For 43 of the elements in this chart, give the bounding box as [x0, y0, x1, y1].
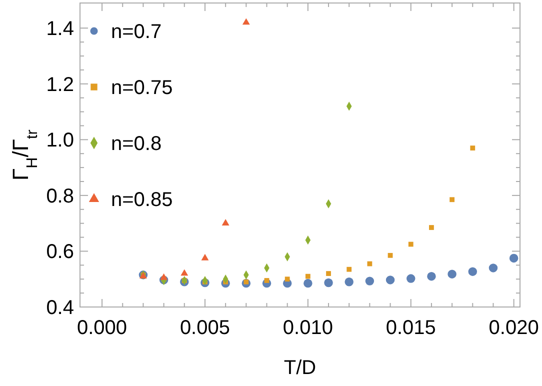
y-tick-label: 1.0	[46, 130, 74, 152]
legend-label: n=0.75	[111, 77, 173, 99]
legend-label: n=0.85	[111, 189, 173, 211]
point	[305, 274, 310, 279]
point	[324, 278, 333, 288]
point	[367, 261, 372, 266]
point	[406, 274, 416, 283]
point	[201, 254, 209, 260]
point	[365, 276, 374, 286]
x-tick-label: 0.015	[386, 317, 436, 339]
point	[160, 273, 168, 280]
y-tick-label: 0.4	[46, 297, 74, 319]
y-tick-label: 0.8	[46, 185, 74, 208]
point	[180, 269, 188, 276]
point	[448, 270, 456, 278]
point	[264, 278, 270, 283]
point	[242, 18, 250, 25]
x-tick-label: 0.010	[282, 317, 333, 339]
x-tick-label: 0.005	[180, 317, 230, 339]
point	[326, 271, 331, 276]
x-axis-title: T/D	[284, 357, 316, 379]
point	[509, 254, 518, 263]
y-tick-label: 0.6	[46, 241, 74, 264]
point	[427, 272, 436, 281]
point	[450, 197, 455, 202]
point	[386, 276, 395, 284]
y-tick-label: 1.2	[46, 74, 74, 96]
legend-label: n=0.8	[111, 133, 162, 155]
point	[346, 266, 352, 272]
point	[388, 252, 393, 258]
point	[488, 264, 498, 272]
x-tick-label: 0.020	[488, 317, 539, 339]
point	[429, 225, 434, 230]
x-tick-label: 0.000	[77, 317, 128, 339]
point	[344, 278, 354, 286]
point	[284, 276, 290, 282]
point	[470, 146, 476, 150]
point	[222, 219, 230, 226]
legend-label: n=0.7	[111, 21, 162, 43]
point	[304, 278, 312, 288]
point	[468, 267, 478, 276]
y-tick-label: 1.4	[46, 18, 74, 40]
point	[408, 242, 414, 247]
